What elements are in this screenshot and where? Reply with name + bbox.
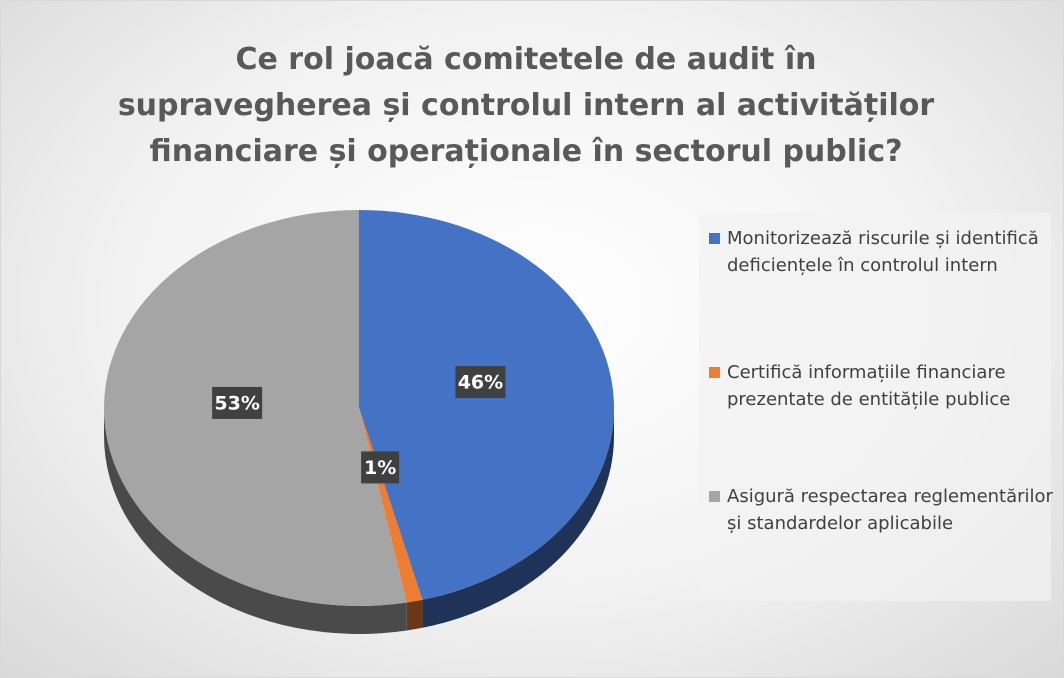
legend-label: Certifică informațiile financiare prezen… [727, 362, 1011, 410]
data-label: 1% [364, 457, 396, 479]
pie-slice-side [422, 408, 614, 628]
legend-swatch [709, 233, 720, 244]
legend-item: Asigură respectarea reglementărilor și s… [709, 483, 1057, 537]
data-label: 46% [458, 372, 503, 394]
legend-swatch [709, 491, 720, 502]
legend-swatch [709, 367, 720, 378]
legend: Monitorizează riscurile și identifică de… [699, 213, 1053, 601]
pie-slice [359, 210, 614, 600]
pie-slice-side [406, 599, 423, 631]
chart-title: Ce rol joacă comitetele de audit în supr… [117, 42, 935, 169]
data-label-box [212, 386, 263, 419]
pie-slice-side [104, 408, 407, 634]
data-label: 53% [214, 392, 259, 414]
data-label-box [455, 366, 506, 399]
legend-label: Monitorizează riscurile și identifică de… [727, 228, 1039, 276]
legend-item: Certifică informațiile financiare prezen… [709, 359, 1057, 413]
legend-item: Monitorizează riscurile și identifică de… [709, 225, 1057, 279]
data-label-box [361, 451, 400, 484]
legend-label: Asigură respectarea reglementărilor și s… [727, 486, 1053, 534]
